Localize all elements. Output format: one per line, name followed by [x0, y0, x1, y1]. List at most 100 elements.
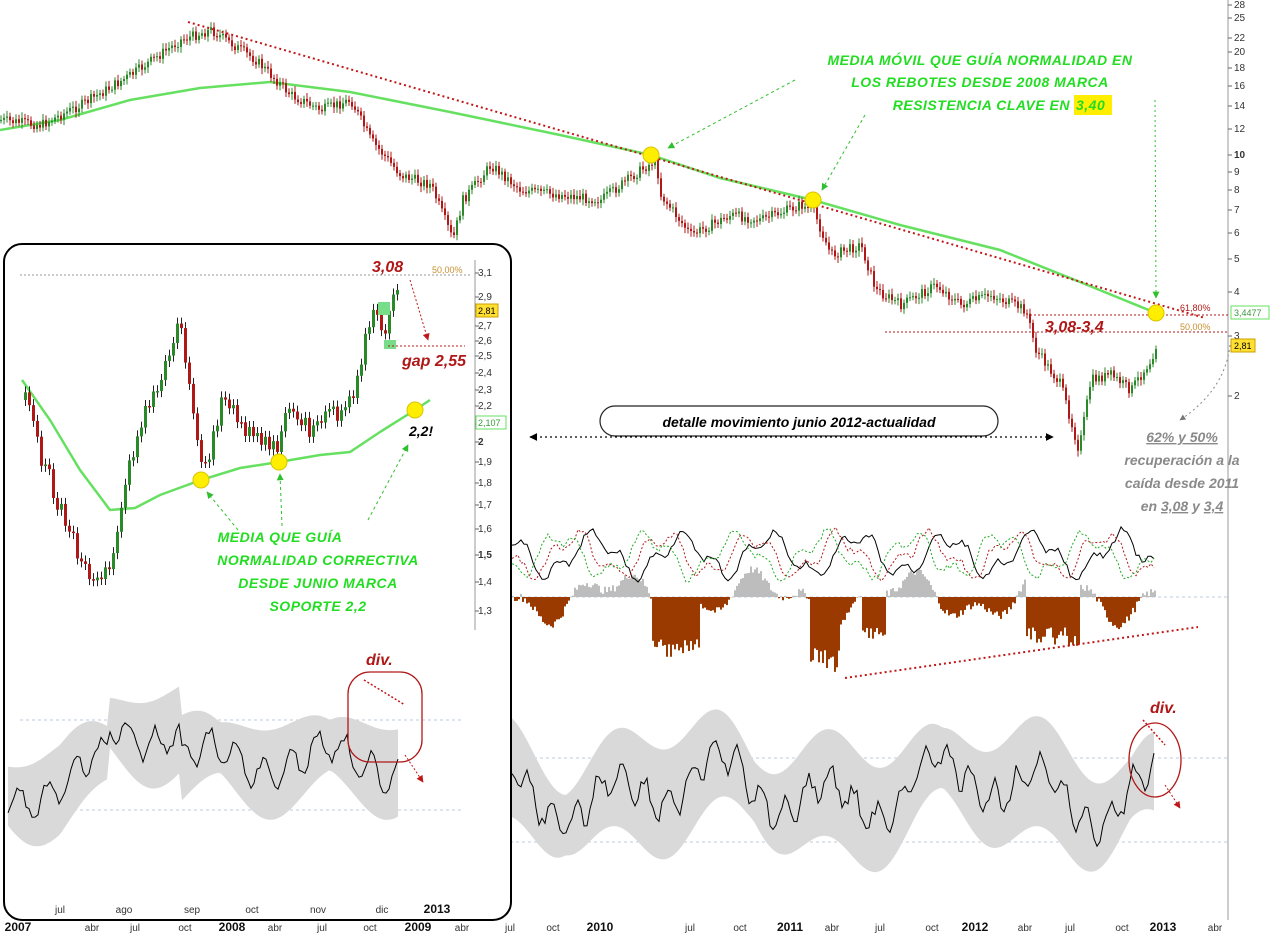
histogram-bar-positive — [1082, 589, 1084, 597]
histogram-bar-positive — [1154, 590, 1156, 597]
histogram-bar-positive — [886, 590, 888, 597]
price-candle — [414, 174, 416, 179]
price-candle — [807, 206, 809, 209]
inset-price-tag — [475, 303, 499, 318]
divergence-slope — [1142, 719, 1166, 746]
price-candle — [726, 218, 728, 220]
inset-candle — [168, 355, 171, 361]
histogram-bar-negative — [1072, 597, 1074, 645]
price-candle — [399, 173, 401, 177]
histogram-bar-negative — [560, 597, 562, 618]
histogram-bar-negative — [828, 597, 830, 660]
inset-candle — [116, 531, 119, 554]
price-candle — [663, 196, 665, 202]
histogram-bar-negative — [954, 597, 956, 614]
inset-y-tick-label: 1,5 — [478, 550, 492, 561]
histogram-bar-negative — [684, 597, 686, 641]
main-y-tick-label: 8 — [1234, 185, 1240, 196]
histogram-bar-negative — [1106, 597, 1108, 618]
histogram-bar-negative — [1070, 597, 1072, 643]
inset-candle — [144, 405, 147, 428]
price-series — [0, 22, 1157, 457]
inset-candle — [188, 362, 191, 384]
price-candle — [702, 227, 704, 229]
price-candle — [153, 56, 155, 58]
price-candle — [78, 108, 80, 113]
price-candle — [855, 250, 857, 253]
histogram-bar-positive — [632, 575, 634, 597]
detail-label: detalle movimiento junio 2012-actualidad — [662, 414, 936, 430]
price-candle — [603, 193, 605, 200]
price-candle — [783, 212, 785, 214]
price-candle — [885, 298, 887, 300]
inset-candle — [348, 396, 351, 408]
price-candle — [372, 134, 374, 139]
histogram-bar-negative — [978, 597, 980, 604]
inset-gap-label: gap 2,55 — [401, 353, 467, 370]
price-candle — [801, 201, 803, 209]
histogram-bar-positive — [644, 585, 646, 597]
price-candle — [798, 201, 800, 211]
main-x-tick-label: 2010 — [587, 920, 614, 934]
fib-note-line2: recuperación a la — [1124, 452, 1239, 468]
price-candle — [1008, 298, 1010, 305]
inset-candle — [128, 460, 131, 485]
histogram-bar-positive — [908, 572, 910, 597]
inset-candle — [220, 397, 223, 426]
price-candle — [753, 220, 755, 223]
price-candle — [876, 286, 878, 290]
histogram-bar-negative — [1134, 597, 1136, 613]
fib-note-line1: 62% y 50% — [1146, 429, 1218, 445]
inset-candle — [212, 431, 215, 460]
price-candle — [597, 202, 599, 204]
histogram-bar-negative — [542, 597, 544, 623]
oscillator-panel — [510, 525, 1228, 679]
price-candle — [789, 205, 791, 207]
price-candle — [123, 79, 125, 81]
histogram-bar-positive — [892, 588, 894, 597]
price-candle — [231, 40, 233, 47]
price-candle — [1128, 382, 1130, 394]
price-candle — [1110, 370, 1112, 375]
price-candle — [939, 287, 941, 290]
histogram-bar-negative — [814, 597, 816, 649]
price-candle — [60, 115, 62, 120]
price-candle — [564, 194, 566, 197]
price-candle — [1107, 373, 1109, 375]
histogram-bar-positive — [906, 576, 908, 597]
price-candle — [444, 208, 446, 216]
price-candle — [780, 213, 782, 216]
price-candle — [1095, 374, 1097, 382]
inset-candle — [192, 383, 195, 414]
histogram-bar-negative — [1132, 597, 1134, 608]
ma-annotation-line2: LOS REBOTES DESDE 2008 MARCA — [851, 74, 1109, 90]
histogram-bar-negative — [678, 597, 680, 651]
price-candle — [1113, 370, 1115, 378]
histogram-bar-positive — [576, 589, 578, 597]
price-candle — [627, 174, 629, 181]
histogram-bar-positive — [638, 579, 640, 597]
histogram-bar-positive — [750, 566, 752, 597]
histogram-bar-positive — [512, 595, 514, 597]
touch-point-3 — [1147, 304, 1165, 322]
inset-candle — [272, 441, 275, 450]
price-candle — [141, 64, 143, 70]
inset-candle — [240, 422, 243, 424]
histogram-bar-positive — [1142, 593, 1144, 597]
histogram-bar-positive — [1084, 590, 1086, 597]
left-x-tick-label: oct — [363, 923, 377, 934]
histogram-bar-negative — [838, 597, 840, 651]
main-y-tick-label: 9 — [1234, 167, 1240, 178]
price-candle — [1140, 377, 1142, 380]
price-candle — [282, 82, 284, 84]
histogram-bar-positive — [614, 591, 616, 597]
histogram-bar-negative — [982, 597, 984, 604]
inset-candle — [84, 561, 87, 564]
histogram-bar-positive — [1016, 595, 1018, 597]
histogram-bar-negative — [842, 597, 844, 620]
histogram-bar-negative — [650, 597, 652, 599]
price-candle — [990, 295, 992, 297]
price-candle — [486, 166, 488, 176]
histogram-bar-positive — [1152, 592, 1154, 597]
histogram-bar-positive — [586, 583, 588, 597]
